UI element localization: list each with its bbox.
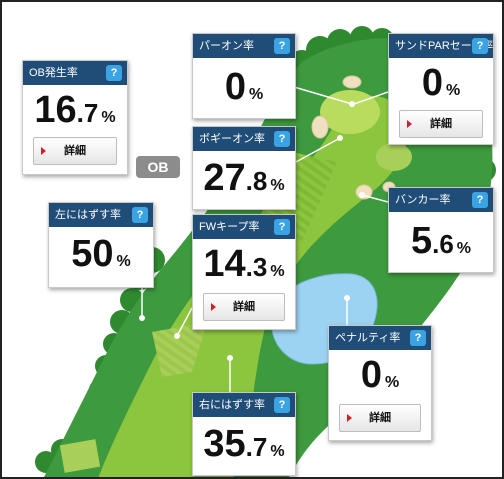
card-title: 左にはずす率 — [55, 209, 121, 221]
card-title: パーオン率 — [199, 40, 254, 52]
help-icon[interactable]: ? — [410, 330, 426, 346]
card-header: ペナルティ率 ? — [329, 326, 431, 350]
help-icon[interactable]: ? — [274, 131, 290, 147]
bogey-on-card: ボギーオン率 ? 27.8% — [192, 126, 296, 210]
connector-lines — [121, 86, 389, 394]
card-title: FWキープ率 — [199, 221, 260, 233]
card-header: FWキープ率 ? — [193, 215, 295, 239]
stat-value: 0% — [224, 66, 264, 108]
card-title: OB発生率 — [29, 67, 78, 79]
ob-rate-card: OB発生率 ? 16.7% 詳細 — [22, 60, 128, 175]
ob-badge: OB — [136, 156, 180, 178]
sand-par-save-card: サンドPARセーブ率 ? 0% 詳細 — [388, 33, 494, 145]
card-title: バンカー率 — [395, 194, 451, 206]
stat-value: 14.3% — [203, 243, 285, 285]
detail-button[interactable]: 詳細 — [203, 293, 285, 321]
left-miss-card: 左にはずす率 ? 50% — [48, 202, 154, 288]
card-title: 右にはずす率 — [199, 399, 265, 411]
detail-button[interactable]: 詳細 — [339, 404, 421, 432]
par-on-card: パーオン率 ? 0% — [192, 33, 296, 119]
help-icon[interactable]: ? — [274, 219, 290, 235]
arrow-right-icon — [347, 414, 352, 422]
detail-button[interactable]: 詳細 — [33, 137, 117, 165]
help-icon[interactable]: ? — [106, 65, 122, 81]
green-stripe-area — [376, 143, 412, 171]
stat-value: 5.6% — [410, 220, 472, 262]
help-icon[interactable]: ? — [274, 397, 290, 413]
connector-dots — [139, 101, 365, 361]
card-header: パーオン率 ? — [193, 34, 295, 58]
stat-value: 0% — [421, 62, 461, 104]
help-icon[interactable]: ? — [472, 192, 488, 208]
tee-box — [59, 439, 101, 473]
card-title: サンドPARセーブ率 — [395, 40, 494, 52]
help-icon[interactable]: ? — [472, 38, 488, 54]
stat-value: 16.7% — [34, 89, 116, 131]
penalty-card: ペナルティ率 ? 0% 詳細 — [328, 325, 432, 441]
stat-value: 35.7% — [203, 423, 285, 465]
help-icon[interactable]: ? — [274, 38, 290, 54]
card-header: 左にはずす率 ? — [49, 203, 153, 227]
bunker-card: バンカー率 ? 5.6% — [388, 187, 494, 273]
card-title: ボギーオン率 — [199, 133, 265, 145]
card-header: 右にはずす率 ? — [193, 393, 295, 417]
card-header: バンカー率 ? — [389, 188, 493, 212]
card-header: OB発生率 ? — [23, 61, 127, 85]
card-header: サンドPARセーブ率 ? — [389, 34, 493, 58]
fw-keep-card: FWキープ率 ? 14.3% 詳細 — [192, 214, 296, 330]
help-icon[interactable]: ? — [132, 207, 148, 223]
stat-value: 0% — [360, 354, 400, 396]
right-miss-card: 右にはずす率 ? 35.7% — [192, 392, 296, 476]
detail-button[interactable]: 詳細 — [399, 110, 483, 138]
card-header: ボギーオン率 ? — [193, 127, 295, 151]
fairway-stripes — [152, 322, 207, 377]
card-title: ペナルティ率 — [335, 332, 401, 344]
arrow-right-icon — [211, 303, 216, 311]
stat-value: 27.8% — [203, 157, 285, 199]
arrow-right-icon — [41, 147, 46, 155]
arrow-right-icon — [407, 120, 412, 128]
stat-value: 50% — [71, 233, 131, 275]
putting-green — [320, 90, 380, 134]
